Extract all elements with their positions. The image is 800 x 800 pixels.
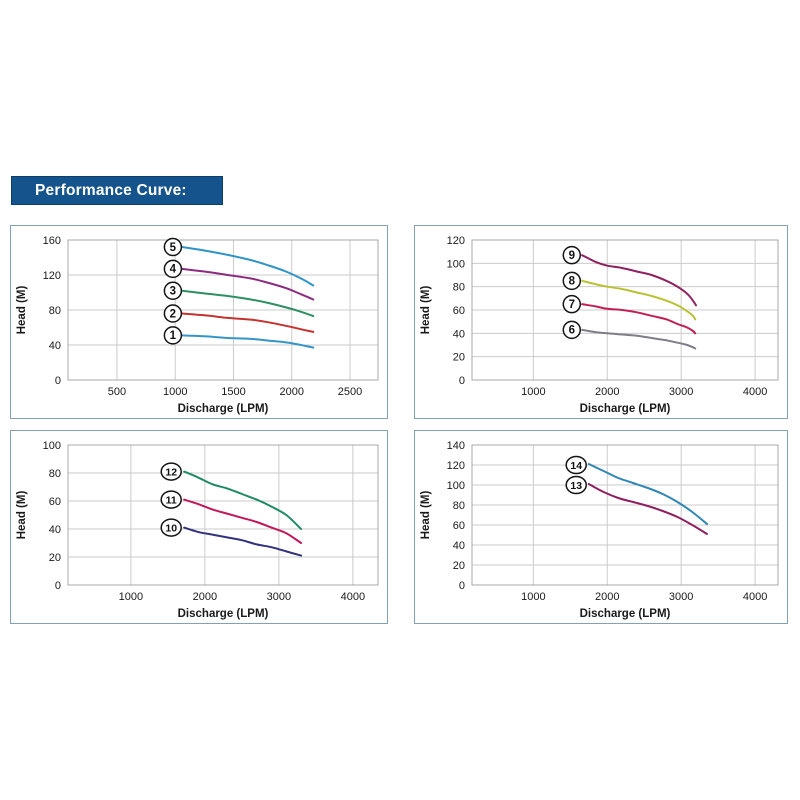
svg-text:10: 10 [165,522,177,534]
svg-text:Head (M): Head (M) [420,286,432,335]
svg-text:0: 0 [459,580,465,592]
svg-text:Discharge (LPM): Discharge (LPM) [178,403,269,415]
svg-text:40: 40 [49,340,61,352]
section-title: Performance Curve: [35,181,187,199]
chart-top-right-models-6-9: 1000 2000 3000 4000 0 20 40 60 80 100 120 Discharge… [414,225,788,419]
performance-curve-models-10-12-svg: 1000 2000 3000 4000 0 20 40 60 80 100 Discharge (L… [16,440,379,620]
svg-text:1500: 1500 [221,386,245,398]
svg-text:2500: 2500 [338,386,362,398]
svg-text:Discharge (LPM): Discharge (LPM) [178,608,269,620]
svg-text:4000: 4000 [743,386,767,398]
svg-text:1: 1 [170,330,177,342]
svg-text:14: 14 [570,460,582,472]
svg-text:40: 40 [453,540,465,552]
svg-text:2000: 2000 [193,591,217,603]
svg-text:Discharge (LPM): Discharge (LPM) [580,608,671,620]
svg-text:100: 100 [447,258,465,270]
svg-text:160: 160 [43,235,61,247]
svg-text:120: 120 [447,235,465,247]
svg-text:100: 100 [447,480,465,492]
svg-text:Head (M): Head (M) [420,491,432,540]
chart-bottom-right-models-13-14: 1000 2000 3000 4000 0 20 40 60 80 100 120 140 Discha… [414,430,788,624]
svg-text:4: 4 [170,264,177,276]
svg-text:Discharge (LPM): Discharge (LPM) [580,403,671,415]
svg-text:3000: 3000 [669,591,693,603]
svg-text:20: 20 [453,352,465,364]
svg-text:1000: 1000 [521,591,545,603]
svg-text:80: 80 [49,305,61,317]
svg-text:2000: 2000 [595,591,619,603]
svg-text:4000: 4000 [341,591,365,603]
svg-text:7: 7 [569,299,575,311]
svg-text:11: 11 [166,494,177,506]
svg-text:0: 0 [55,375,61,387]
svg-text:5: 5 [170,242,177,254]
svg-text:0: 0 [55,580,61,592]
svg-text:9: 9 [569,250,575,262]
performance-curve-models-1-5-svg: 500 1000 1500 2000 2500 0 40 80 120 160 Discharge … [16,235,379,415]
svg-text:60: 60 [49,496,61,508]
svg-text:80: 80 [453,282,465,294]
chart-bottom-left-models-10-12: 1000 2000 3000 4000 0 20 40 60 80 100 Discharge (L… [10,430,388,624]
svg-text:120: 120 [43,270,61,282]
svg-text:40: 40 [453,328,465,340]
svg-text:1000: 1000 [163,386,187,398]
svg-text:120: 120 [447,460,465,472]
svg-text:6: 6 [569,325,575,337]
svg-text:8: 8 [569,276,576,288]
svg-text:2: 2 [170,308,176,320]
svg-text:2000: 2000 [280,386,304,398]
svg-text:20: 20 [453,560,465,572]
svg-text:500: 500 [108,386,126,398]
performance-curve-models-6-9-svg: 1000 2000 3000 4000 0 20 40 60 80 100 120 Discharge… [420,235,779,415]
svg-text:100: 100 [43,440,61,452]
svg-text:60: 60 [453,305,465,317]
chart-top-left-models-1-5: 500 1000 1500 2000 2500 0 40 80 120 160 Discharge … [10,225,388,419]
svg-text:Head (M): Head (M) [16,286,28,335]
svg-text:1000: 1000 [521,386,545,398]
svg-text:1000: 1000 [119,591,143,603]
svg-text:0: 0 [459,375,465,387]
svg-text:80: 80 [49,468,61,480]
svg-text:3: 3 [170,286,176,298]
svg-text:80: 80 [453,500,465,512]
svg-text:40: 40 [49,524,61,536]
svg-text:3000: 3000 [669,386,693,398]
svg-text:3000: 3000 [267,591,291,603]
svg-text:140: 140 [447,440,465,452]
svg-text:12: 12 [165,466,177,478]
svg-text:60: 60 [453,520,465,532]
svg-text:20: 20 [49,552,61,564]
performance-curve-models-13-14-svg: 1000 2000 3000 4000 0 20 40 60 80 100 120 140 Discha… [420,440,779,620]
svg-text:2000: 2000 [595,386,619,398]
section-header-bar: Performance Curve: [11,176,223,205]
svg-text:13: 13 [570,480,582,492]
svg-text:Head (M): Head (M) [16,491,28,540]
svg-text:4000: 4000 [743,591,767,603]
